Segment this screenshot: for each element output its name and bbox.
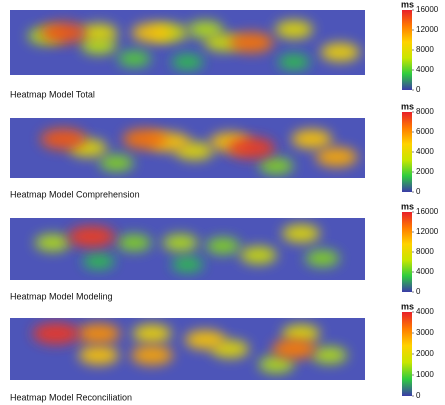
- panel-title: Heatmap Model Modeling: [10, 291, 113, 301]
- colorbar: [402, 312, 412, 396]
- hotspot: [315, 147, 358, 167]
- heatmap-panel: Heatmap Model Modeling ms 0 4000 8000 12000 16…: [10, 201, 439, 301]
- colorbar: [402, 10, 412, 90]
- colorbar-tick-label: 8000: [416, 107, 434, 116]
- colorbar: [402, 212, 412, 292]
- colorbar-tick-label: 4000: [416, 147, 434, 156]
- hotspot: [228, 137, 275, 159]
- hotspot: [32, 322, 80, 345]
- panel-title: Heatmap Model Comprehension: [10, 189, 140, 199]
- colorbar-tick-label: 6000: [416, 127, 434, 136]
- colorbar-tick-label: 0: [416, 187, 421, 196]
- colorbar-tick-label: 0: [416, 391, 421, 400]
- hotspot: [311, 346, 348, 364]
- hotspot: [132, 324, 172, 343]
- colorbar-tick-label: 12000: [416, 25, 439, 34]
- hotspot: [78, 345, 119, 365]
- heatmap-cells: [32, 322, 348, 373]
- hotspot: [282, 324, 321, 343]
- heatmap-cells: [27, 20, 360, 70]
- colorbar-tick-label: 4000: [416, 307, 434, 316]
- hotspot: [272, 338, 316, 360]
- hotspot: [122, 128, 168, 150]
- hotspot: [320, 43, 360, 62]
- heatmap-cells: [34, 224, 340, 273]
- hotspot: [81, 37, 117, 55]
- colorbar: [402, 112, 412, 192]
- colorbar-tick-label: 4000: [416, 267, 434, 276]
- colorbar-unit: ms: [401, 201, 414, 211]
- colorbar-unit: ms: [401, 0, 414, 9]
- hotspot: [77, 323, 121, 344]
- hotspot: [117, 50, 151, 67]
- panel-title: Heatmap Model Reconciliation: [10, 392, 132, 402]
- heatmap-panel: Heatmap Model Total ms 0 4000 8000 12000 16000: [10, 0, 439, 99]
- hotspot: [40, 22, 86, 44]
- hotspot: [282, 224, 321, 243]
- colorbar-tick-label: 0: [416, 287, 421, 296]
- heatmap-panel: Heatmap Model Comprehension ms 0 2000 4000 60…: [10, 101, 434, 199]
- colorbar-tick-label: 12000: [416, 227, 439, 236]
- hotspot: [79, 23, 118, 42]
- hotspot: [82, 253, 115, 270]
- colorbar-unit: ms: [401, 301, 414, 311]
- colorbar-tick-label: 2000: [416, 167, 434, 176]
- hotspot: [258, 356, 294, 373]
- hotspot: [229, 32, 274, 53]
- heatmap-panel: Heatmap Model Reconciliation ms 0 1000 2000 3…: [10, 301, 434, 402]
- hotspot: [131, 345, 173, 366]
- colorbar-tick-label: 16000: [416, 5, 439, 14]
- colorbar-tick-label: 8000: [416, 45, 434, 54]
- hotspot: [131, 23, 173, 43]
- hotspot: [34, 234, 71, 252]
- hotspot: [99, 154, 134, 172]
- colorbar-tick-label: 8000: [416, 247, 434, 256]
- hotspot: [291, 129, 332, 149]
- hotspot: [117, 234, 152, 252]
- hotspot: [171, 256, 204, 273]
- hotspot: [259, 157, 294, 175]
- colorbar-tick-label: 16000: [416, 207, 439, 216]
- hotspot: [40, 128, 86, 150]
- panel-title: Heatmap Model Total: [10, 89, 95, 99]
- hotspot: [171, 54, 204, 70]
- hotspot: [205, 237, 241, 255]
- heatmap-cells: [40, 128, 358, 175]
- hotspot: [278, 54, 310, 70]
- colorbar-tick-label: 1000: [416, 370, 434, 379]
- hotspot: [240, 246, 277, 264]
- colorbar-tick-label: 0: [416, 85, 421, 94]
- colorbar-unit: ms: [401, 101, 414, 111]
- hotspot: [305, 250, 340, 267]
- hotspot: [187, 21, 223, 38]
- colorbar-tick-label: 4000: [416, 65, 434, 74]
- hotspot: [275, 20, 313, 39]
- colorbar-tick-label: 3000: [416, 328, 434, 337]
- hotspot: [162, 234, 199, 252]
- hotspot: [68, 225, 116, 248]
- hotspot: [185, 330, 226, 350]
- colorbar-tick-label: 2000: [416, 349, 434, 358]
